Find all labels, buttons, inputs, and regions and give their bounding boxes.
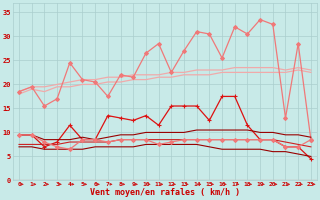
X-axis label: Vent moyen/en rafales ( km/h ): Vent moyen/en rafales ( km/h ) [90, 188, 240, 197]
